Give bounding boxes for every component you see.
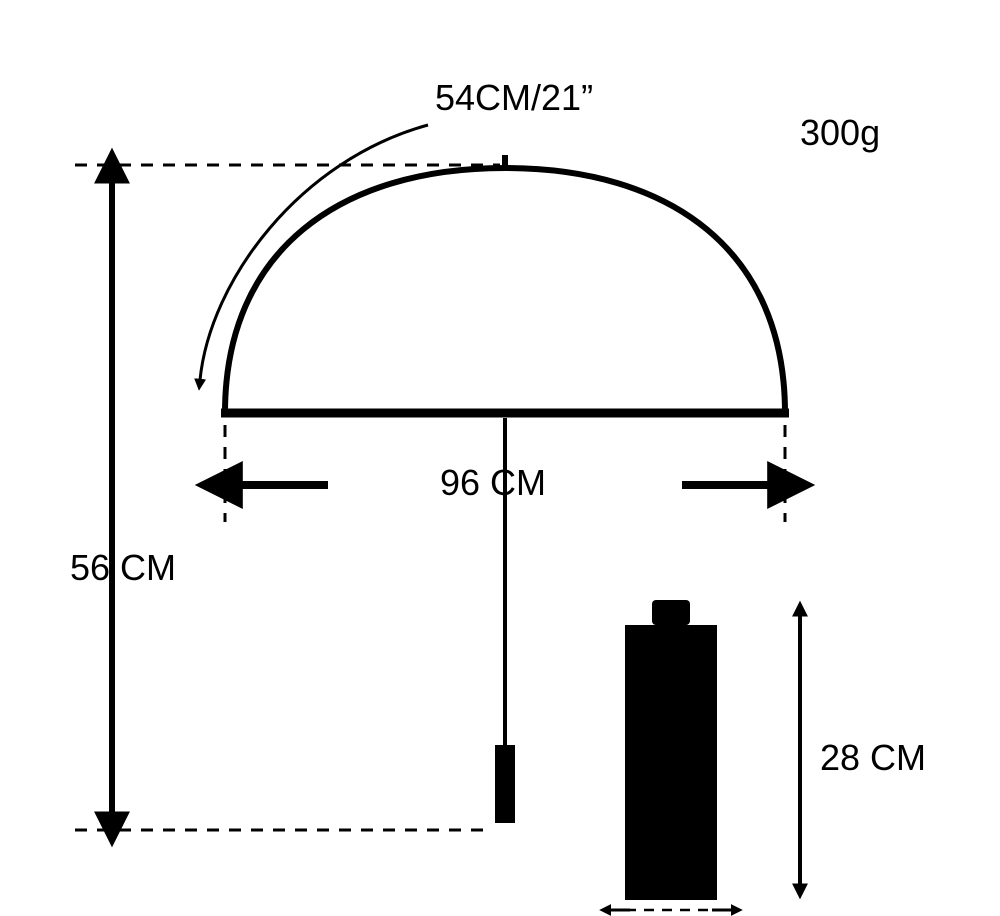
label-arc-length: 54CM/21” [435,77,593,118]
label-height: 56 CM [70,547,176,588]
umbrella-handle [495,745,515,823]
folded-body [625,625,717,900]
label-folded-height: 28 CM [820,737,926,778]
label-weight: 300g [800,112,880,153]
label-width: 96 CM [440,462,546,503]
folded-cap [652,600,690,625]
